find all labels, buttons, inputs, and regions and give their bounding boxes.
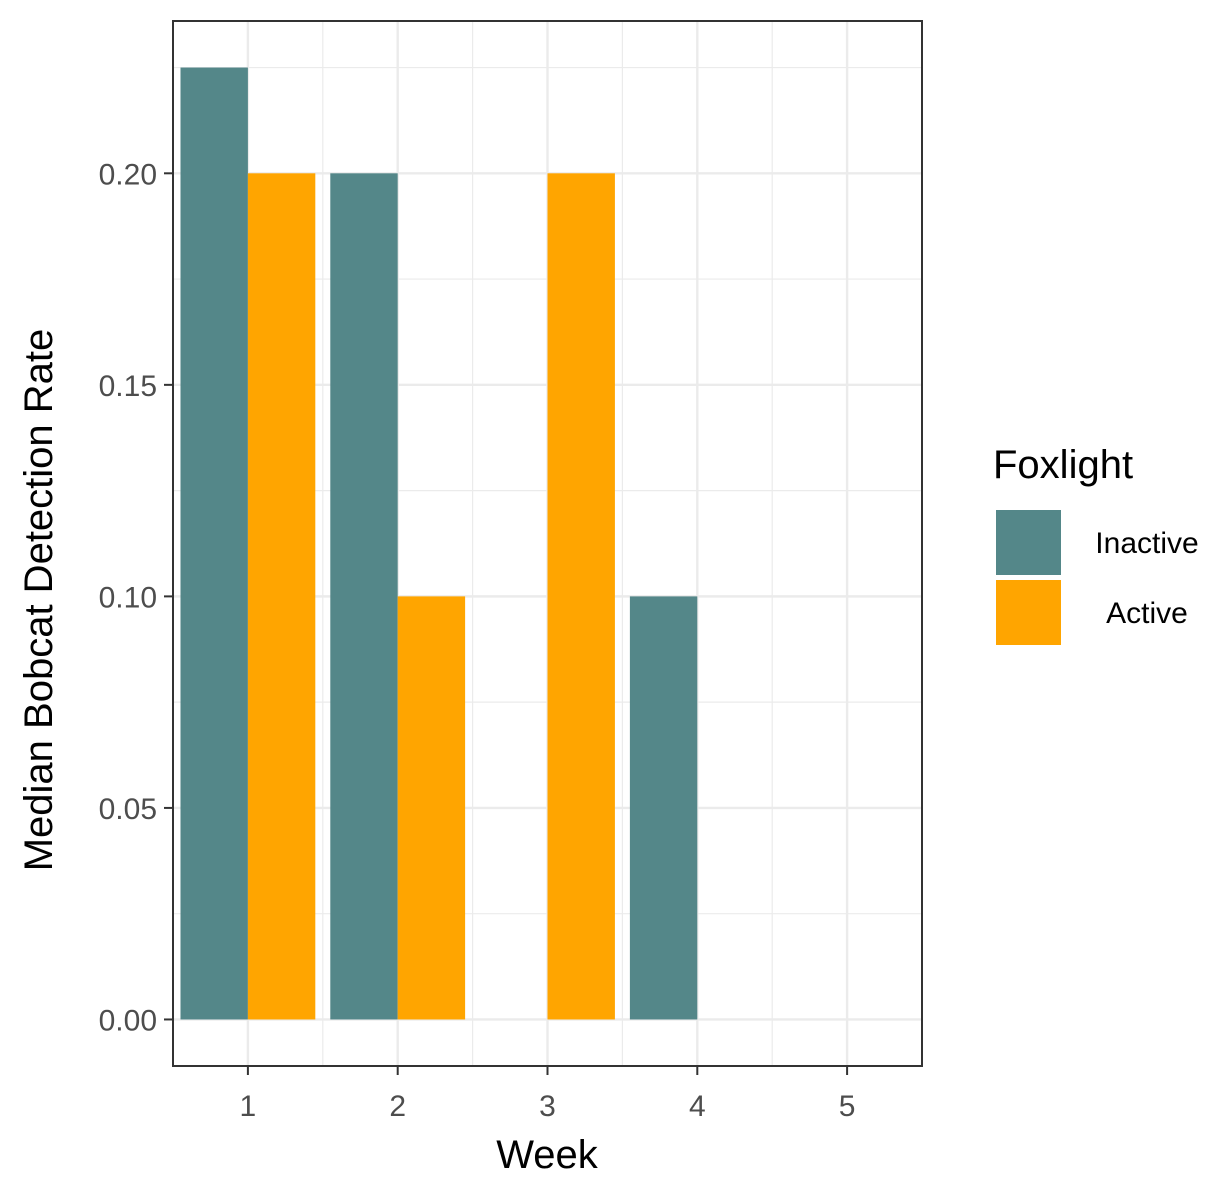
y-axis-title: Median Bobcat Detection Rate — [17, 329, 61, 872]
bars — [180, 67, 698, 1020]
legend-label-active: Active — [1106, 597, 1188, 630]
legend-swatch-inactive — [996, 510, 1061, 575]
y-tick-label: 0.05 — [99, 793, 157, 826]
y-tick-label: 0.00 — [99, 1004, 157, 1037]
bar-active-week-2 — [397, 596, 466, 1020]
legend-swatch-active — [996, 580, 1061, 645]
x-tick-label: 1 — [240, 1090, 257, 1123]
bar-active-week-1 — [247, 173, 316, 1020]
bar-inactive-week-2 — [330, 173, 398, 1020]
x-tick-label: 3 — [539, 1090, 556, 1123]
x-tick-label: 4 — [689, 1090, 706, 1123]
bar-active-week-3 — [547, 173, 615, 1020]
y-axis: 0.00 0.05 0.10 0.15 0.20 — [99, 158, 173, 1037]
y-tick-label: 0.15 — [99, 370, 157, 403]
y-tick-label: 0.10 — [99, 581, 157, 614]
x-axis: 1 2 3 4 5 — [240, 1066, 856, 1123]
legend: Foxlight Inactive Active — [993, 443, 1199, 645]
bar-inactive-week-1 — [180, 67, 248, 1020]
x-axis-title: Week — [496, 1133, 599, 1177]
x-tick-label: 2 — [389, 1090, 406, 1123]
y-tick-label: 0.20 — [99, 158, 157, 191]
legend-items: Inactive Active — [996, 510, 1199, 645]
x-tick-label: 5 — [839, 1090, 856, 1123]
legend-label-inactive: Inactive — [1095, 527, 1198, 560]
bar-inactive-week-4 — [629, 596, 698, 1020]
legend-title: Foxlight — [993, 443, 1133, 487]
